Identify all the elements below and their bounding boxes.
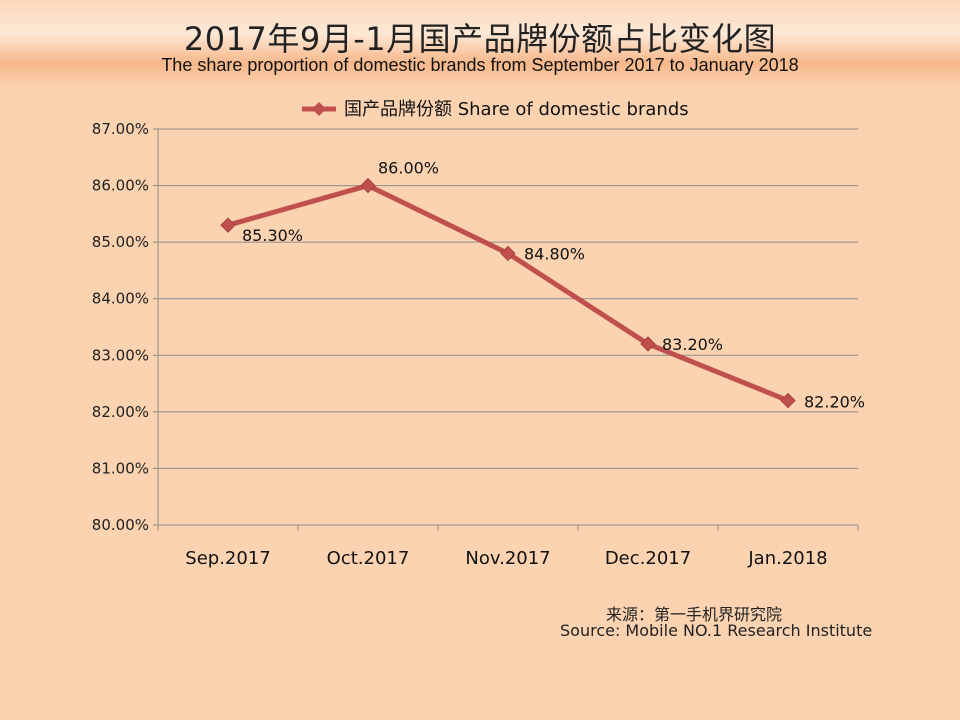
chart-title: 2017年9月-1月国产品牌份额占比变化图 bbox=[183, 20, 777, 58]
x-tick-label: Sep.2017 bbox=[185, 548, 270, 569]
data-point bbox=[780, 392, 796, 409]
y-tick-label: 80.00% bbox=[92, 516, 149, 534]
y-tick-label: 87.00% bbox=[92, 120, 149, 138]
data-point bbox=[360, 177, 376, 194]
legend-label: 国产品牌份额 Share of domestic brands bbox=[344, 99, 689, 120]
y-tick-label: 85.00% bbox=[92, 233, 149, 251]
legend-marker bbox=[312, 102, 326, 116]
title-band bbox=[0, 0, 960, 88]
x-tick-label: Dec.2017 bbox=[605, 548, 691, 569]
x-tick-label: Jan.2018 bbox=[747, 548, 827, 569]
x-tick-label: Oct.2017 bbox=[327, 548, 410, 569]
data-point bbox=[220, 217, 236, 233]
data-label: 85.30% bbox=[242, 226, 303, 245]
chart-subtitle: The share proportion of domestic brands … bbox=[161, 55, 799, 75]
data-label: 86.00% bbox=[378, 159, 439, 178]
data-label: 84.80% bbox=[524, 244, 585, 263]
data-label: 83.20% bbox=[662, 335, 723, 354]
y-tick-label: 84.00% bbox=[92, 290, 149, 308]
x-tick-label: Nov.2017 bbox=[465, 548, 550, 569]
y-tick-label: 83.00% bbox=[92, 346, 149, 364]
y-tick-label: 82.00% bbox=[92, 403, 149, 421]
data-point bbox=[500, 245, 516, 262]
y-tick-label: 81.00% bbox=[92, 459, 149, 477]
y-tick-label: 86.00% bbox=[92, 177, 149, 195]
source-cn: 来源：第一手机界研究院 bbox=[606, 605, 783, 624]
series-line bbox=[225, 183, 791, 404]
data-point bbox=[640, 336, 656, 352]
source-en: Source: Mobile NO.1 Research Institute bbox=[560, 621, 873, 640]
data-label: 82.20% bbox=[804, 393, 865, 412]
